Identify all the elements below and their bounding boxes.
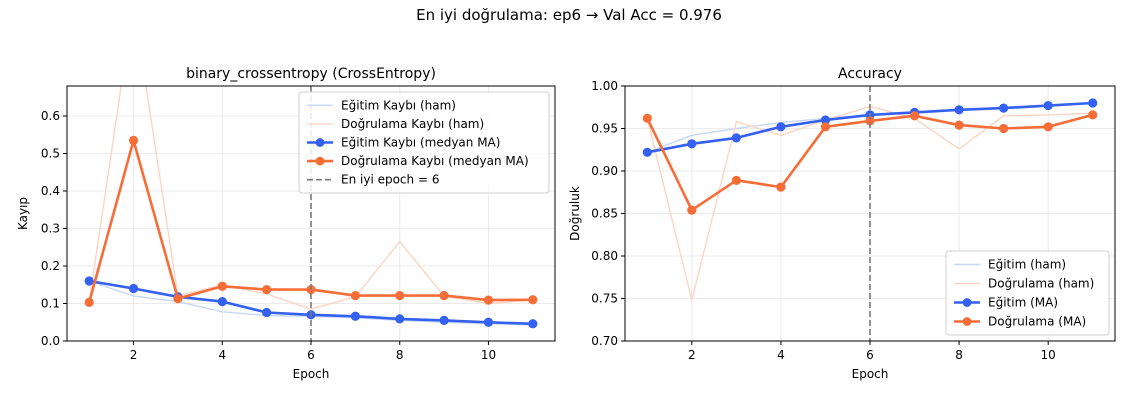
x-axis-label: Epoch — [852, 367, 889, 381]
y-tick-label: 0.3 — [41, 222, 60, 236]
data-point — [528, 295, 538, 305]
data-point — [687, 205, 697, 215]
axes-frame — [624, 85, 1116, 342]
y-axis-label: Doğruluk — [568, 186, 582, 241]
x-tick-label: 6 — [866, 348, 874, 362]
data-point — [999, 103, 1009, 113]
y-tick-label: 0.70 — [591, 334, 618, 348]
chart-title: Accuracy — [838, 66, 902, 82]
y-tick-label: 0.1 — [41, 297, 60, 311]
data-point — [439, 291, 449, 301]
data-point — [776, 122, 786, 132]
legend-box — [945, 250, 1110, 336]
data-point — [84, 297, 94, 307]
y-tick-label: 0.5 — [41, 147, 60, 161]
legend-label: Eğitim Kaybı (medyan MA) — [341, 136, 500, 150]
data-point — [776, 182, 786, 192]
data-point — [217, 297, 227, 307]
accuracy-plot: 0.70 0.75 0.80 0.85 0.90 0.95 1.00 2 4 6 8 10 Epoch D… — [568, 66, 1116, 381]
data-point — [128, 283, 139, 294]
x-tick-label: 4 — [218, 348, 226, 362]
y-tick-label: 0.2 — [41, 259, 60, 273]
data-point — [642, 147, 652, 157]
x-tick-label: 8 — [396, 348, 404, 362]
legend-marker — [315, 138, 325, 147]
chart-title: binary_crossentropy (CrossEntropy) — [186, 66, 436, 82]
y-tick-label: 0.6 — [41, 109, 60, 123]
data-point — [173, 294, 183, 304]
legend-marker — [962, 298, 972, 307]
data-point — [217, 281, 227, 291]
y-axis-label: Kayıp — [16, 197, 30, 230]
legend-box — [298, 91, 550, 194]
data-point — [395, 314, 405, 324]
series-line — [88, 86, 533, 310]
data-point — [909, 111, 920, 121]
data-point — [731, 175, 741, 185]
data-point — [687, 139, 697, 149]
data-point — [642, 113, 652, 123]
loss-plot: 0.0 0.1 0.2 0.3 0.4 0.5 0.6 2 4 6 8 10 Epoch Kayıp bin… — [16, 66, 556, 381]
data-point — [483, 317, 494, 327]
legend-label: En iyi epoch = 6 — [341, 173, 439, 187]
y-tick-label: 0.4 — [41, 184, 60, 198]
x-axis-label: Epoch — [293, 367, 330, 381]
y-tick-label: 0.95 — [591, 122, 618, 136]
y-tick-label: 1.00 — [591, 79, 618, 93]
data-point — [395, 291, 405, 301]
legend-marker — [962, 317, 972, 326]
data-point — [731, 133, 741, 143]
data-point — [1088, 110, 1098, 120]
y-tick-label: 0.0 — [41, 334, 60, 348]
y-tick-label: 0.90 — [591, 164, 618, 178]
data-point — [262, 285, 272, 295]
data-point — [820, 122, 831, 132]
data-point — [865, 116, 875, 126]
x-tick-label: 8 — [955, 348, 963, 362]
data-point — [1043, 122, 1053, 132]
legend: Eğitim (ham) Doğrulama (ham) Eğitim (MA) Do… — [945, 250, 1110, 336]
data-point — [439, 315, 449, 325]
legend-label: Eğitim Kaybı (ham) — [341, 98, 456, 112]
y-tick-label: 0.85 — [591, 207, 618, 221]
x-tick-label: 6 — [307, 348, 315, 362]
data-point — [528, 319, 538, 329]
data-point — [84, 276, 94, 286]
data-point — [1088, 98, 1098, 108]
y-tick-label: 0.80 — [591, 249, 618, 263]
data-point — [999, 123, 1009, 134]
data-point — [350, 311, 360, 321]
x-tick-label: 2 — [130, 348, 138, 362]
data-point — [483, 295, 494, 305]
legend-label: Doğrulama (ham) — [988, 277, 1094, 291]
figure-title: En iyi doğrulama: ep6 → Val Acc = 0.976 — [416, 6, 722, 24]
x-tick-label: 10 — [1041, 348, 1056, 362]
data-point — [820, 115, 831, 125]
legend-label: Eğitim (MA) — [988, 296, 1058, 310]
data-point — [350, 291, 360, 301]
data-point — [954, 105, 964, 115]
legend-label: Doğrulama (MA) — [988, 315, 1086, 329]
legend-label: Doğrulama Kaybı (medyan MA) — [341, 154, 529, 168]
axes-frame — [66, 85, 556, 342]
legend-marker — [315, 156, 325, 166]
x-tick-label: 4 — [777, 348, 785, 362]
legend-label: Eğitim (ham) — [988, 258, 1066, 272]
x-tick-label: 10 — [481, 348, 496, 362]
legend-label: Doğrulama Kaybı (ham) — [341, 117, 484, 131]
y-tick-label: 0.75 — [591, 292, 618, 306]
x-tick-label: 2 — [688, 348, 696, 362]
data-point — [262, 307, 272, 318]
data-point — [128, 135, 139, 145]
data-point — [954, 120, 964, 130]
legend: Eğitim Kaybı (ham) Doğrulama Kaybı (ham) E… — [298, 91, 550, 194]
data-point — [1043, 100, 1053, 111]
